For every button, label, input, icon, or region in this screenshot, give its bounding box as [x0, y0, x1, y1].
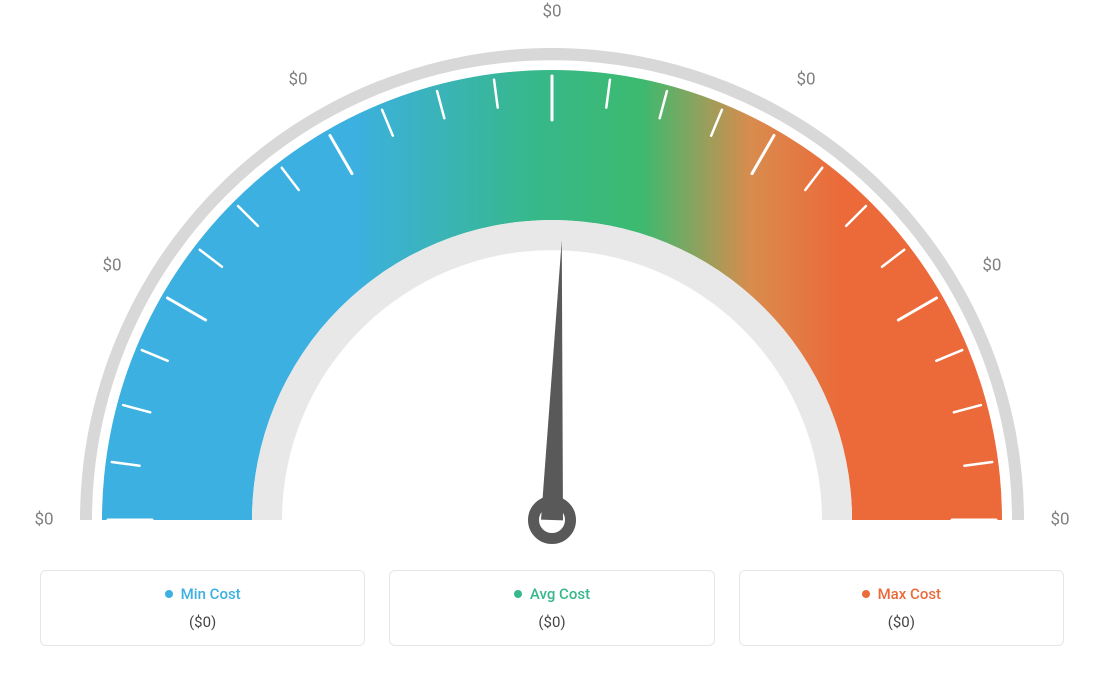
legend-min-title: Min Cost	[165, 585, 241, 603]
gauge-svg: $0 $0 $0 $0 $0 $0 $0	[0, 0, 1104, 570]
legend-max-value: ($0)	[750, 613, 1053, 631]
dot-icon	[862, 590, 870, 598]
legend-avg-value: ($0)	[400, 613, 703, 631]
gauge-needle	[541, 240, 563, 520]
gauge-tick-label: $0	[1050, 509, 1069, 529]
gauge-tick-label: $0	[982, 255, 1001, 275]
legend-max-label: Max Cost	[878, 585, 942, 603]
gauge-tick-label: $0	[288, 70, 307, 90]
cost-gauge-infographic: $0 $0 $0 $0 $0 $0 $0 Min Cost ($0) Avg Cost ($…	[0, 0, 1104, 690]
dot-icon	[165, 590, 173, 598]
legend-avg-label: Avg Cost	[530, 585, 590, 603]
legend-max-title: Max Cost	[862, 585, 942, 603]
legend-max: Max Cost ($0)	[739, 570, 1064, 646]
legend-min-label: Min Cost	[181, 585, 241, 603]
legend-row: Min Cost ($0) Avg Cost ($0) Max Cost ($0…	[0, 570, 1104, 646]
legend-min-value: ($0)	[51, 613, 354, 631]
gauge-tick-label: $0	[542, 1, 561, 21]
gauge-tick-label: $0	[796, 70, 815, 90]
legend-avg-title: Avg Cost	[514, 585, 590, 603]
legend-avg: Avg Cost ($0)	[389, 570, 714, 646]
gauge-tick-label: $0	[34, 509, 53, 529]
gauge-tick-label: $0	[103, 255, 122, 275]
legend-min: Min Cost ($0)	[40, 570, 365, 646]
gauge-area: $0 $0 $0 $0 $0 $0 $0	[0, 0, 1104, 570]
dot-icon	[514, 590, 522, 598]
